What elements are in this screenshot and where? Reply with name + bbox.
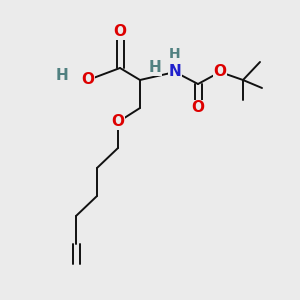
Text: O: O: [113, 25, 127, 40]
Text: H: H: [56, 68, 68, 82]
Text: O: O: [82, 73, 94, 88]
Text: O: O: [214, 64, 226, 80]
Text: N: N: [169, 64, 182, 80]
Text: O: O: [112, 115, 124, 130]
Text: H: H: [148, 61, 161, 76]
Text: O: O: [191, 100, 205, 116]
Text: H: H: [169, 47, 181, 61]
